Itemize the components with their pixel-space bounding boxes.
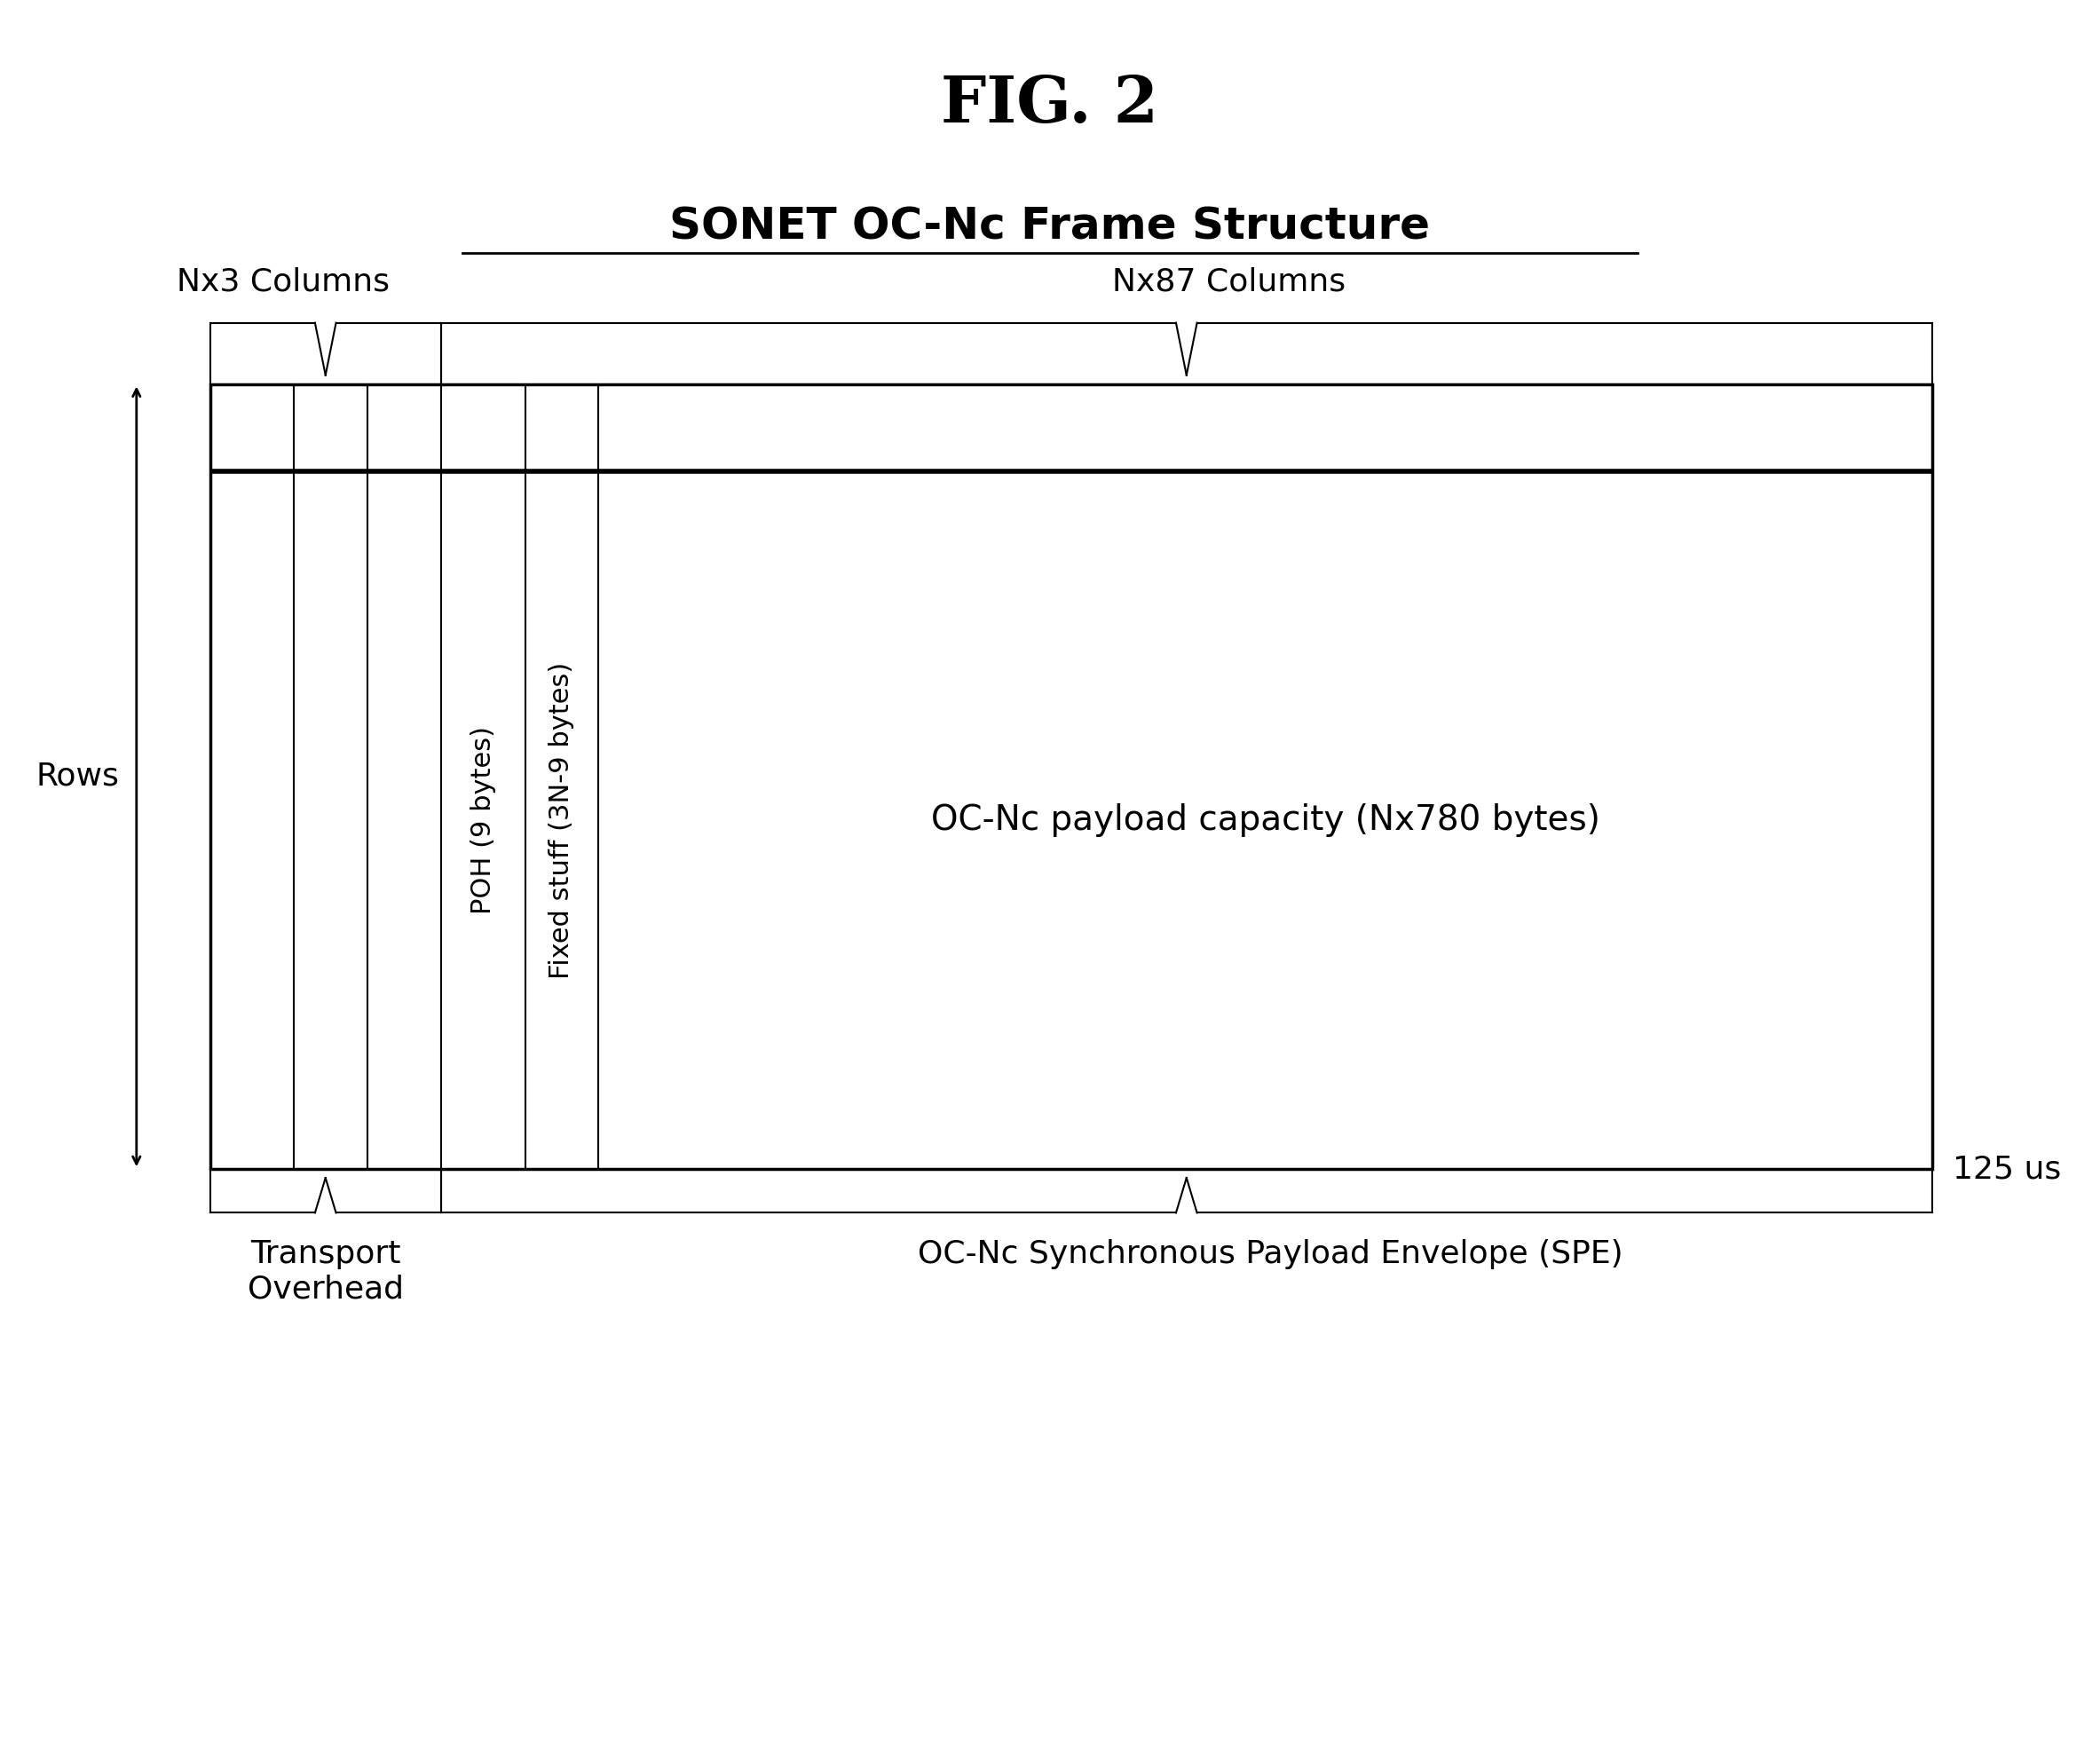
Text: Rows: Rows <box>36 761 120 792</box>
Text: Transport
Overhead: Transport Overhead <box>248 1239 403 1304</box>
Text: Nx87 Columns: Nx87 Columns <box>1111 267 1346 297</box>
Text: 125 us: 125 us <box>1953 1153 2062 1185</box>
Text: OC-Nc payload capacity (Nx780 bytes): OC-Nc payload capacity (Nx780 bytes) <box>930 803 1600 838</box>
Text: POH (9 bytes): POH (9 bytes) <box>470 726 496 914</box>
Text: Nx3 Columns: Nx3 Columns <box>176 267 391 297</box>
Bar <box>210 384 1932 1169</box>
Text: Fixed stuff (3N-9 bytes): Fixed stuff (3N-9 bytes) <box>548 661 575 979</box>
Text: OC-Nc Synchronous Payload Envelope (SPE): OC-Nc Synchronous Payload Envelope (SPE) <box>918 1239 1623 1269</box>
Text: SONET OC-Nc Frame Structure: SONET OC-Nc Frame Structure <box>670 206 1430 248</box>
Text: FIG. 2: FIG. 2 <box>941 73 1159 136</box>
